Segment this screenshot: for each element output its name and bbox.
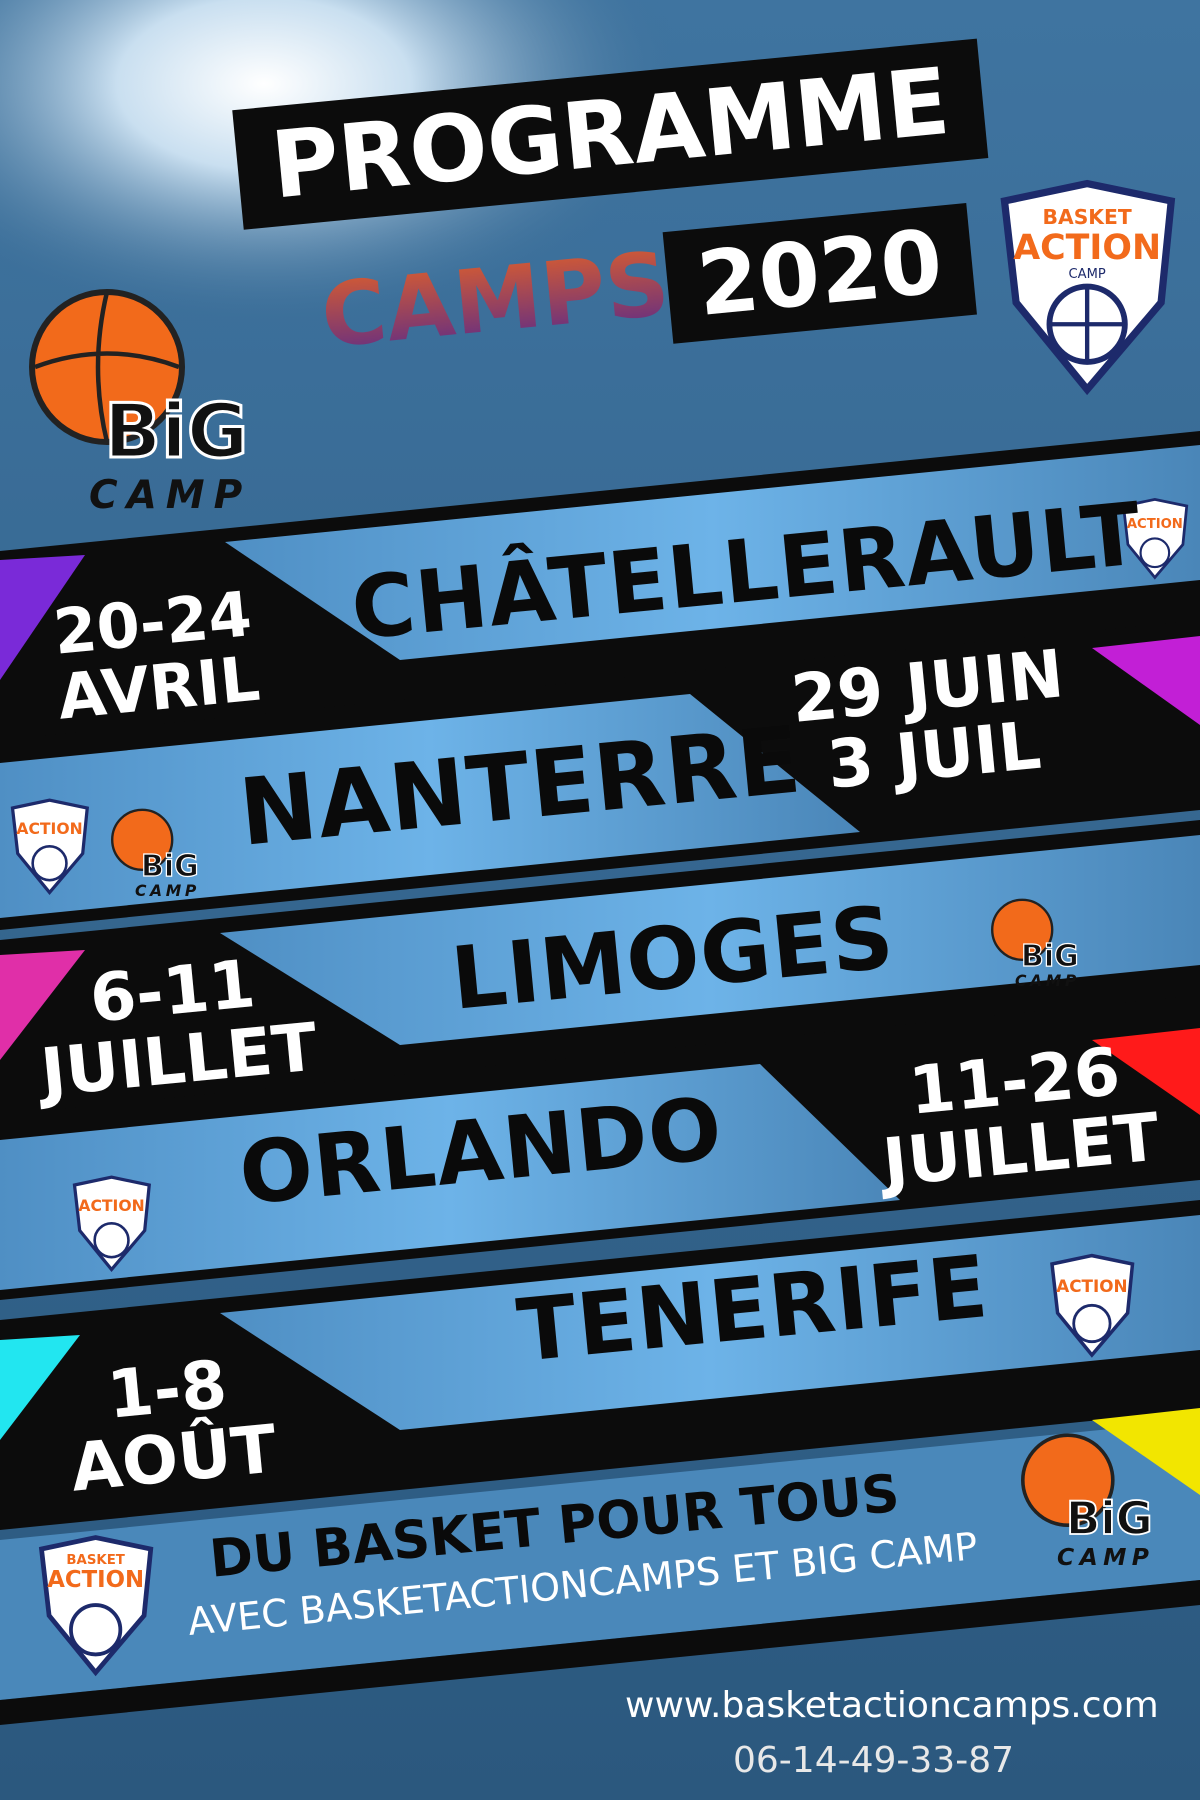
svg-text:CAMP: CAMP [89,473,251,518]
accent-triangle-3 [0,950,85,1060]
svg-text:BASKET: BASKET [1043,205,1132,229]
accent-triangle-2 [1092,636,1200,725]
big-camp-logo-main: BiG CAMP [14,280,314,526]
strip-5 [220,1215,1200,1430]
svg-text:BiG: BiG [1066,1492,1153,1545]
strip-4 [0,1064,900,1290]
big-camp-logo-small: BiG CAMP [985,895,1105,993]
basket-action-logo-small: BASKET ACTION [32,1530,160,1691]
accent-triangle-4 [1092,1028,1200,1115]
camp-date: 29 JUIN 3 JUIL [787,635,1067,805]
svg-text:ACTION: ACTION [1013,228,1161,268]
svg-text:CAMP: CAMP [1057,1543,1154,1571]
svg-text:CAMP: CAMP [1069,267,1106,282]
basket-action-logo-small: ACTION [1118,495,1192,588]
basket-action-logo-small: ACTION [6,795,94,905]
svg-text:CAMP: CAMP [1015,972,1080,990]
footer-line [0,1580,1200,1725]
website-link[interactable]: www.basketactioncamps.com [625,1685,1159,1726]
svg-text:BASKET: BASKET [66,1553,124,1568]
svg-text:ACTION: ACTION [78,1197,144,1215]
accent-triangle-6 [1092,1408,1200,1495]
strip-2 [0,694,860,918]
svg-text:ACTION: ACTION [1056,1276,1127,1296]
basket-action-logo-main: BASKET ACTION CAMP [990,172,1186,417]
svg-text:BiG: BiG [141,849,199,884]
camp-date: 6-11 JUILLET [37,945,321,1112]
strip-3 [220,835,1200,1045]
accent-triangle-5 [0,1335,80,1440]
camp-date: 1-8 AOÛT [67,1345,280,1507]
phone-number: 06-14-49-33-87 [733,1740,1015,1781]
basket-action-logo-small: ACTION [68,1172,156,1282]
svg-text:ACTION: ACTION [16,820,82,838]
svg-text:BiG: BiG [1021,939,1079,974]
big-camp-logo-small: BiG CAMP [1012,1428,1192,1576]
big-camp-logo-small: BiG CAMP [105,805,225,903]
basket-action-logo-small: ACTION [1045,1250,1140,1368]
footer-strip [0,1420,1200,1700]
accent-triangle-1 [0,555,85,680]
camp-date: 11-26 JUILLET [879,1032,1163,1202]
svg-text:BiG: BiG [104,387,248,475]
strip-1 [225,445,1200,660]
camp-date: 20-24 AVRIL [50,577,263,734]
svg-text:ACTION: ACTION [47,1567,144,1593]
svg-text:CAMP: CAMP [135,882,200,900]
svg-text:ACTION: ACTION [1127,517,1183,532]
